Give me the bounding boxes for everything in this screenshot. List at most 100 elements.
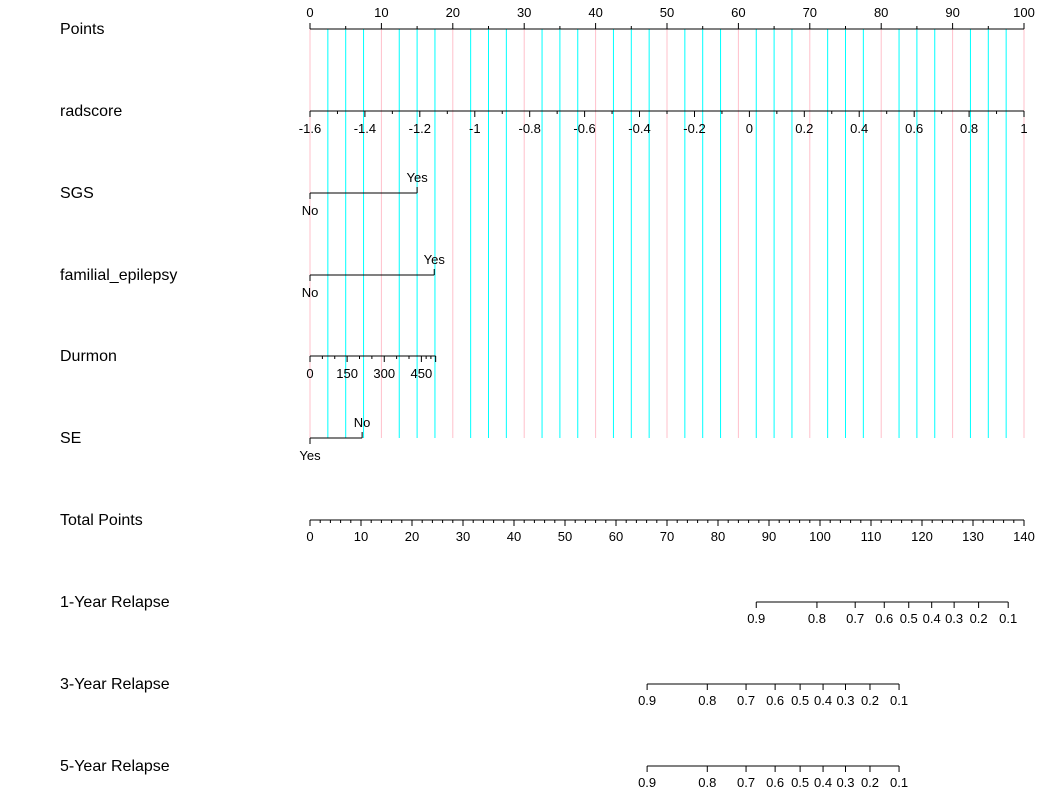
- row-label: 5-Year Relapse: [60, 758, 170, 775]
- tick-label: 0.1: [890, 693, 908, 708]
- row-label: radscore: [60, 103, 122, 120]
- tick-label: 0.5: [791, 693, 809, 708]
- tick-label: 0.3: [836, 775, 854, 790]
- level-label: Yes: [424, 252, 446, 267]
- tick-label: 0.5: [900, 611, 918, 626]
- tick-label: 0.8: [698, 775, 716, 790]
- tick-label: 70: [803, 5, 817, 20]
- scale-5-year-relapse: 5-Year Relapse 0.9 0.8 0.7 0.6 0.5 0.4 0.3 0.2 0.…: [60, 758, 908, 790]
- tick-label: 0.2: [861, 693, 879, 708]
- level-label: No: [302, 285, 319, 300]
- level-label: No: [302, 203, 319, 218]
- tick-label: 0.4: [814, 693, 832, 708]
- tick-label: 50: [558, 529, 572, 544]
- tick-label: 0.2: [795, 121, 813, 136]
- tick-label: 0: [306, 366, 313, 381]
- tick-label: 100: [809, 529, 831, 544]
- tick-label: 0.1: [999, 611, 1017, 626]
- scale-se: SE Yes No: [60, 415, 370, 463]
- tick-label: 70: [660, 529, 674, 544]
- tick-label: 1: [1020, 121, 1027, 136]
- tick-label: 0.7: [737, 693, 755, 708]
- tick-label: 0.1: [890, 775, 908, 790]
- tick-label: 110: [861, 529, 882, 544]
- tick-label: 130: [962, 529, 984, 544]
- tick-label: 40: [507, 529, 521, 544]
- tick-label: -0.4: [628, 121, 650, 136]
- row-label: 3-Year Relapse: [60, 676, 170, 693]
- tick-label: 0.2: [970, 611, 988, 626]
- tick-label: 140: [1013, 529, 1035, 544]
- tick-label: 0.6: [905, 121, 923, 136]
- tick-label: 0.9: [638, 775, 656, 790]
- tick-label: 0.2: [861, 775, 879, 790]
- tick-label: 10: [354, 529, 368, 544]
- row-label: SGS: [60, 185, 94, 202]
- row-label: Points: [60, 21, 104, 38]
- tick-label: 50: [660, 5, 674, 20]
- tick-label: 0.4: [923, 611, 941, 626]
- tick-label: -1.6: [299, 121, 321, 136]
- tick-label: 0.4: [850, 121, 868, 136]
- level-label: No: [354, 415, 371, 430]
- tick-label: 100: [1013, 5, 1035, 20]
- tick-label: 0.7: [846, 611, 864, 626]
- scale-sgs: SGS No Yes: [60, 170, 428, 218]
- tick-label: 20: [446, 5, 460, 20]
- tick-label: 0.8: [698, 693, 716, 708]
- tick-label: 0.7: [737, 775, 755, 790]
- row-label: 1-Year Relapse: [60, 594, 170, 611]
- tick-label: -0.2: [683, 121, 705, 136]
- scale-points: Points 0 10 20 30 40 50 60 70 80 90 100: [60, 5, 1035, 38]
- tick-label: 90: [945, 5, 959, 20]
- tick-label: -1: [469, 121, 481, 136]
- tick-label: 0.3: [836, 693, 854, 708]
- tick-label: 0.8: [960, 121, 978, 136]
- tick-label: 150: [336, 366, 358, 381]
- tick-label: 60: [609, 529, 623, 544]
- scale-durmon: Durmon 0 150 300 450: [60, 348, 437, 381]
- tick-label: 0.6: [766, 693, 784, 708]
- tick-label: 0.6: [875, 611, 893, 626]
- row-label: familial_epilepsy: [60, 267, 177, 284]
- row-label: SE: [60, 430, 81, 447]
- tick-label: 0: [306, 529, 313, 544]
- tick-label: 0.4: [814, 775, 832, 790]
- tick-label: 20: [405, 529, 419, 544]
- scale-1-year-relapse: 1-Year Relapse 0.9 0.8 0.7 0.6 0.5 0.4 0.3 0.2 0.…: [60, 594, 1017, 626]
- grid-layer: [309, 29, 1025, 438]
- tick-label: 30: [517, 5, 531, 20]
- tick-label: 300: [373, 366, 395, 381]
- tick-label: 0: [306, 5, 313, 20]
- level-label: Yes: [299, 448, 321, 463]
- row-label: Total Points: [60, 512, 143, 529]
- tick-label: 60: [731, 5, 745, 20]
- tick-label: -0.6: [573, 121, 595, 136]
- scale-familial-epilepsy: familial_epilepsy No Yes: [60, 252, 445, 300]
- tick-label: 450: [411, 366, 433, 381]
- tick-label: 40: [588, 5, 602, 20]
- tick-label: 0.6: [766, 775, 784, 790]
- tick-label: 120: [911, 529, 933, 544]
- tick-label: 0.3: [945, 611, 963, 626]
- level-label: Yes: [406, 170, 428, 185]
- scale-radscore: radscore -1.6 -1.4 -1.2 -1 -0.8 -0.6 -0.4 -0.2 0 0…: [60, 103, 1028, 136]
- tick-label: 0.9: [638, 693, 656, 708]
- tick-label: 80: [711, 529, 725, 544]
- tick-label: 0.5: [791, 775, 809, 790]
- tick-label: 80: [874, 5, 888, 20]
- tick-label: 0: [746, 121, 753, 136]
- tick-label: -1.4: [354, 121, 376, 136]
- tick-label: 0.9: [747, 611, 765, 626]
- row-label: Durmon: [60, 348, 117, 365]
- tick-label: 90: [762, 529, 776, 544]
- tick-label: 0.8: [808, 611, 826, 626]
- tick-label: 10: [374, 5, 388, 20]
- scale-3-year-relapse: 3-Year Relapse 0.9 0.8 0.7 0.6 0.5 0.4 0.3 0.2 0.…: [60, 676, 908, 708]
- tick-label: -1.2: [409, 121, 431, 136]
- scale-total-points: Total Points 0 10 20 30 40 50 60 70 80 90 100 110 120…: [60, 512, 1035, 544]
- tick-label: 30: [456, 529, 470, 544]
- tick-label: -0.8: [518, 121, 540, 136]
